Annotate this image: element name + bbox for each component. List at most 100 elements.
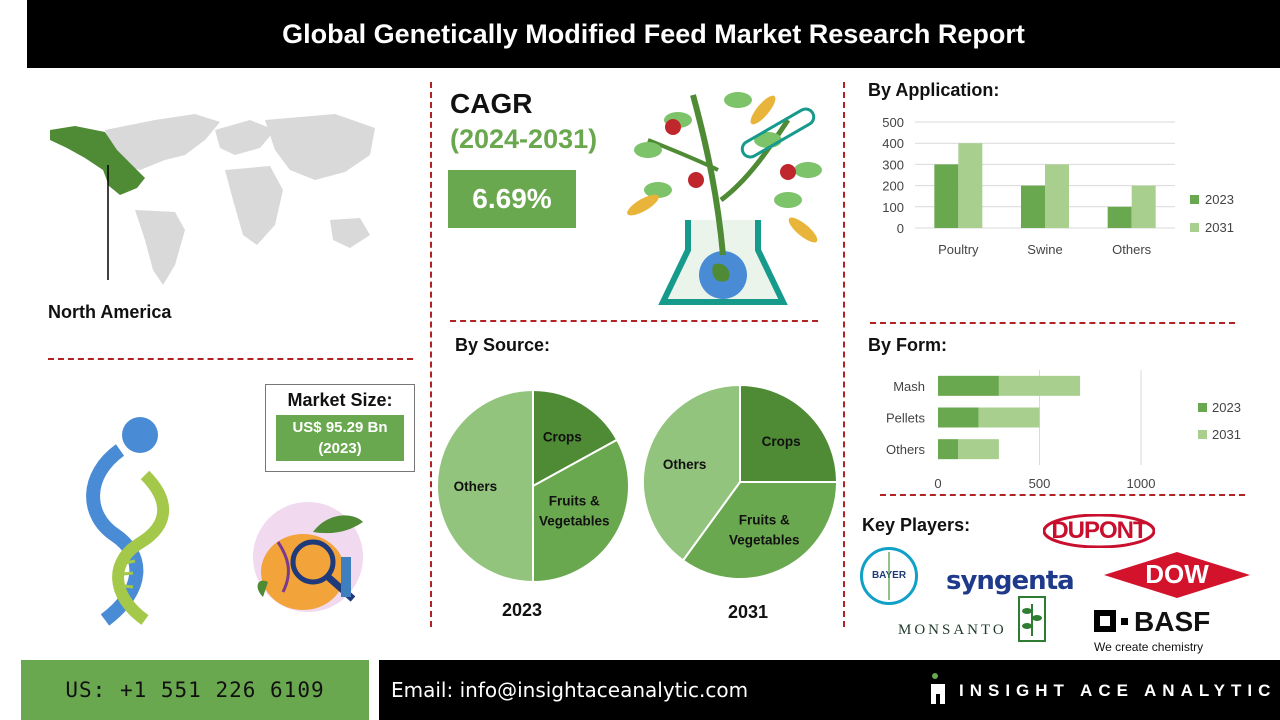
- form-legend-swatch-2023: [1198, 403, 1207, 412]
- app-bar-poultry-2031: [958, 143, 983, 228]
- pie-2023-label-1: Vegetables: [539, 513, 610, 528]
- form-xtick-label: 500: [1029, 476, 1051, 491]
- pie-2023-label-1: Fruits &: [549, 493, 600, 508]
- basf-logo: BASF: [1094, 606, 1210, 638]
- source-title: By Source:: [455, 335, 551, 355]
- pie-2031-year-label: 2031: [728, 602, 769, 622]
- app-bar-poultry-2023: [934, 164, 959, 228]
- dupont-text: DUPONT: [1051, 517, 1147, 544]
- pie-2031-label-0: Crops: [762, 434, 801, 449]
- form-category-label: Mash: [893, 379, 925, 394]
- pie-2031-slice-0: [739, 383, 839, 483]
- form-bar-chart: 0 500 1000 Mash Pellets Others 2023 2031: [886, 370, 1241, 491]
- monsanto-plant-icon: [1018, 596, 1046, 642]
- world-map: [50, 114, 375, 285]
- basf-text: BASF: [1134, 606, 1211, 637]
- pie-2031-label-2: Others: [663, 457, 707, 472]
- app-ytick-label: 500: [882, 115, 904, 130]
- source-pie-2031: Crops Fruits & Vegetables Others: [642, 383, 839, 580]
- dow-logo: DOW: [1104, 552, 1250, 598]
- pie-2031-slice-1: [681, 481, 839, 580]
- app-bar-swine-2023: [1021, 185, 1045, 228]
- gm-plant-flask-illustration: [627, 92, 822, 305]
- basf-mark-icon: [1094, 610, 1128, 632]
- footer-brand: INSIGHT ACE ANALYTIC: [959, 681, 1277, 700]
- pie-2023-slice-2: [436, 388, 534, 584]
- map-south-america: [135, 210, 185, 285]
- market-size-amount: US$ 95.29 Bn: [292, 419, 388, 436]
- divider-application: [870, 322, 1235, 324]
- app-ytick-label: 400: [882, 136, 904, 151]
- region-label: North America: [48, 302, 172, 322]
- pie-2023-label-0: Crops: [543, 429, 582, 444]
- app-ytick-label: 0: [897, 221, 904, 236]
- map-africa: [225, 166, 283, 245]
- app-category-label: Swine: [1027, 242, 1062, 257]
- map-europe: [215, 120, 275, 155]
- form-bar-mash-2031: [998, 375, 1081, 396]
- app-legend-label-2023: 2023: [1205, 192, 1234, 207]
- form-bar-pellets-2031: [978, 407, 1040, 428]
- basf-tagline: We create chemistry: [1094, 640, 1204, 654]
- form-legend-swatch-2031: [1198, 430, 1207, 439]
- form-bar-mash-2023: [938, 375, 999, 396]
- form-legend-label-2031: 2031: [1212, 427, 1241, 442]
- app-category-label: Poultry: [938, 242, 979, 257]
- report-title-bar: Global Genetically Modified Feed Market …: [27, 0, 1280, 68]
- form-bar-others-2031: [958, 439, 999, 460]
- footer-phone[interactable]: US: +1 551 226 6109: [65, 678, 325, 702]
- bayer-logo: BAYER: [860, 547, 918, 605]
- form-xtick-label: 0: [934, 476, 941, 491]
- app-bar-others-2023: [1107, 206, 1132, 228]
- form-category-label: Pellets: [886, 411, 926, 426]
- pie-2023-slice-0: [532, 388, 619, 488]
- application-title: By Application:: [868, 80, 1000, 100]
- map-asia: [265, 114, 375, 180]
- pie-2023-label-2: Others: [454, 479, 498, 494]
- map-greenland-canada: [105, 114, 220, 170]
- monsanto-logo: MONSANTO: [898, 622, 1007, 638]
- map-australia: [330, 218, 370, 248]
- app-ytick-label: 200: [882, 179, 904, 194]
- cagr-title: CAGR: [450, 88, 533, 119]
- app-ytick-label: 100: [882, 200, 904, 215]
- app-bar-swine-2031: [1045, 164, 1069, 228]
- syngenta-logo: syngenta: [946, 566, 1075, 596]
- fruit-magnifier-illustration: [253, 502, 363, 612]
- pie-2031-label-1: Fruits &: [739, 513, 790, 528]
- insight-ace-logo-icon: [931, 673, 945, 704]
- market-size-year: (2023): [318, 440, 362, 457]
- dow-text: DOW: [1145, 559, 1209, 589]
- report-title: Global Genetically Modified Feed Market …: [282, 18, 1025, 49]
- cagr-value-box: 6.69%: [448, 170, 576, 228]
- app-legend-swatch-2031: [1190, 223, 1199, 232]
- form-title: By Form:: [868, 335, 948, 355]
- source-pie-2023: Crops Fruits & Vegetables Others: [436, 388, 630, 584]
- form-legend-label-2023: 2023: [1212, 400, 1241, 415]
- dupont-logo: DUPONT: [1043, 514, 1155, 548]
- pie-2031-slice-2: [642, 383, 741, 562]
- app-category-label: Others: [1112, 242, 1152, 257]
- footer-email[interactable]: Email: info@insightaceanalytic.com: [391, 678, 749, 702]
- dna-figure-illustration: [86, 417, 170, 626]
- divider-region: [48, 358, 413, 360]
- form-xtick-label: 1000: [1127, 476, 1156, 491]
- pie-2023-year-label: 2023: [502, 600, 543, 620]
- cagr-value: 6.69%: [472, 183, 552, 214]
- cagr-years: (2024-2031): [450, 124, 598, 154]
- divider-cagr: [450, 320, 818, 322]
- market-size-title: Market Size:: [287, 390, 393, 410]
- app-legend-label-2031: 2031: [1205, 220, 1234, 235]
- divider-right: [843, 82, 845, 627]
- pie-2031-label-1: Vegetables: [729, 533, 800, 548]
- form-category-label: Others: [886, 442, 926, 457]
- pie-2023-slice-1: [532, 438, 630, 584]
- form-bar-pellets-2023: [938, 407, 979, 428]
- map-north-america: [50, 126, 145, 195]
- app-bar-others-2031: [1131, 185, 1156, 228]
- application-bar-chart: 0 100 200 300 400 500 Poultry Swine Others 2023 20…: [882, 115, 1234, 257]
- footer-contact-bar: Email: info@insightaceanalytic.com INSIG…: [379, 660, 1280, 720]
- divider-left: [430, 82, 432, 627]
- market-size-value: US$ 95.29 Bn (2023): [276, 415, 404, 461]
- key-players-title: Key Players:: [862, 515, 971, 535]
